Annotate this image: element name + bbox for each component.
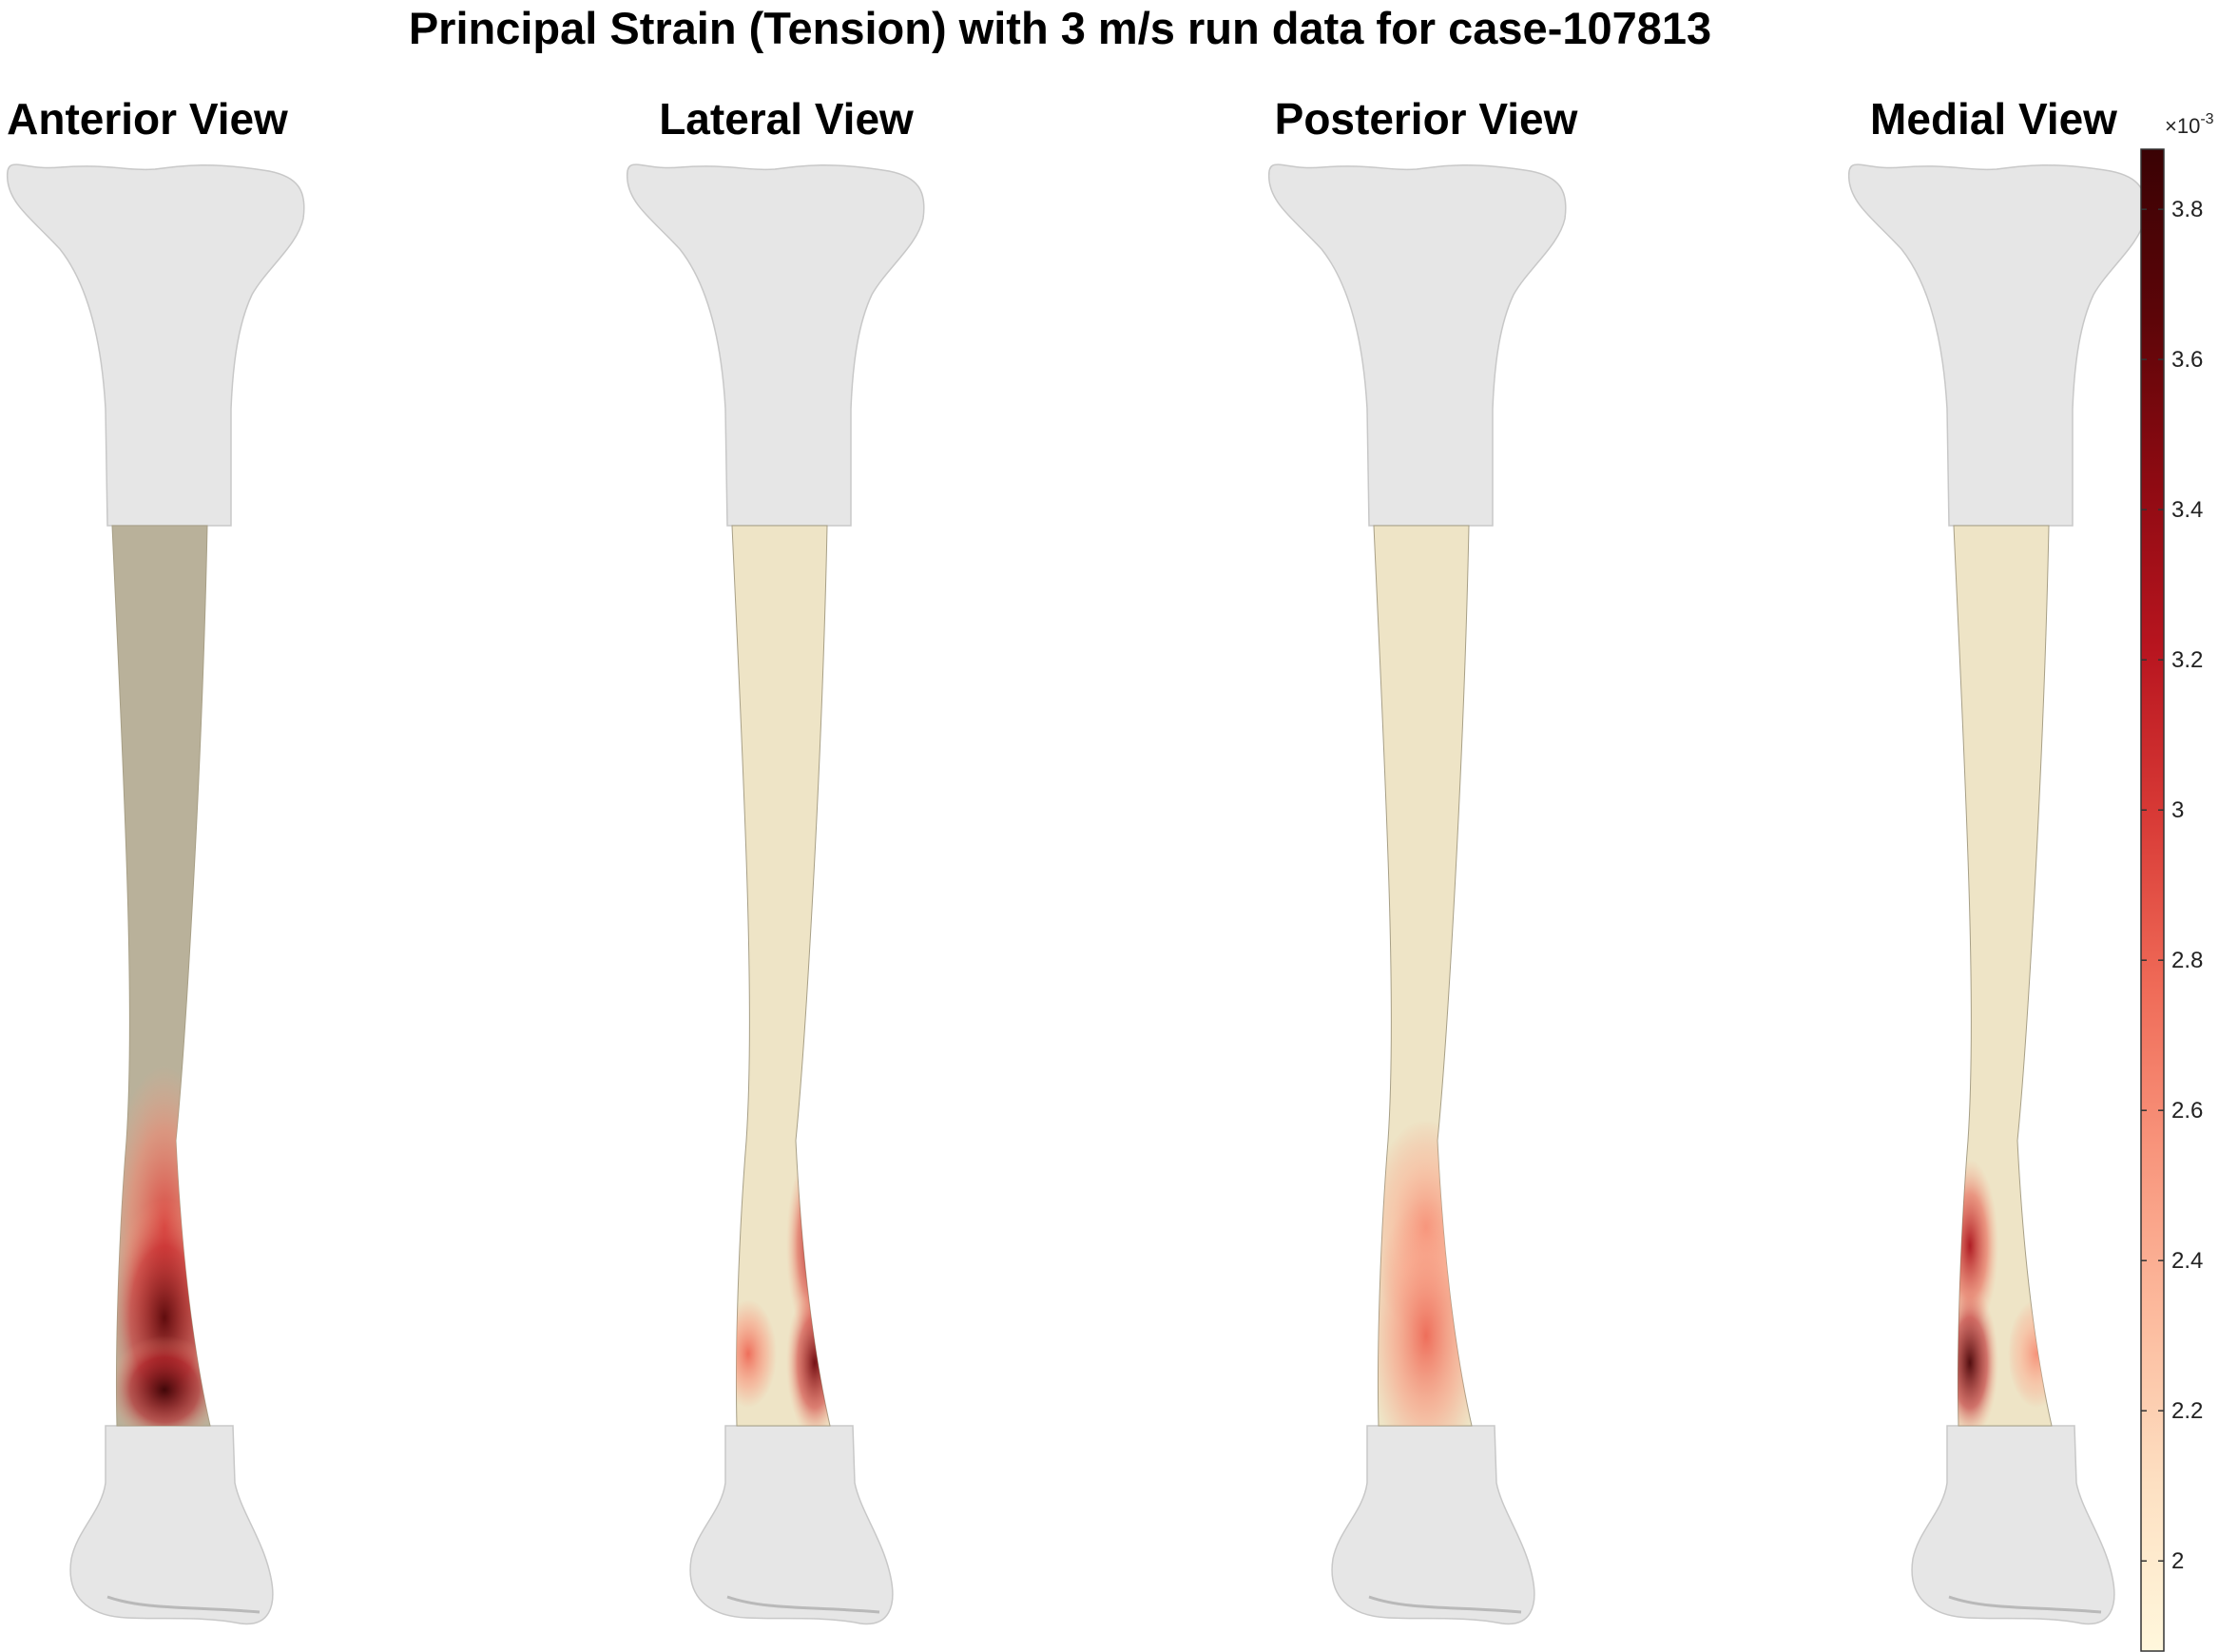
colorbar-tick-label: 2.4 [2171,1248,2203,1274]
tibia-distal-end [1331,1425,1535,1625]
view-title-lateral: Lateral View [659,94,914,144]
tibia-proximal-end [626,163,925,527]
view-title-medial: Medial View [1870,94,2117,144]
colorbar-tick-label: 3.4 [2171,497,2203,523]
view-title-posterior: Posterior View [1274,94,1578,144]
tibia-distal-end [1911,1425,2115,1625]
colorbar-tick-label: 2.6 [2171,1098,2203,1124]
colorbar-gradient [2140,148,2165,1652]
tibia-articular-edge [1948,1595,2102,1614]
tibia-view-2 [626,163,925,1625]
figure-title: Principal Strain (Tension) with 3 m/s ru… [408,3,1712,53]
view-title-anterior: Anterior View [7,94,288,144]
tibia-articular-edge [726,1595,880,1614]
tibia-shaft [731,525,831,1427]
strain-hotspot [732,1299,777,1409]
tibia-view-4 [1847,163,2147,1625]
tibia-distal-end [69,1425,274,1625]
colorbar-tick-label: 2.8 [2171,948,2203,973]
tibia-proximal-end [6,163,305,527]
colorbar-tick-label: 3.2 [2171,647,2203,673]
strain-hotspot [1954,1287,1998,1426]
tibia-proximal-end [1267,163,1567,527]
strain-hotspot [112,1335,210,1426]
tibia-articular-edge [106,1595,260,1614]
tibia-view-3 [1267,163,1567,1625]
colorbar-exponent-label: ×10-3 [2165,111,2214,138]
colorbar: ×10-3 2 2.2 2.4 2.6 2.8 3 3.2 3.4 3.6 3.8 [2140,111,2214,1652]
colorbar-tick-label: 3 [2171,797,2184,823]
colorbar-tick-label: 3.8 [2171,197,2203,222]
tibia-view-1 [6,163,305,1625]
strain-hotspot [786,1287,830,1426]
colorbar-tick-label: 2 [2171,1548,2184,1574]
tibia-distal-end [689,1425,894,1625]
colorbar-tick-label: 2.2 [2171,1398,2203,1424]
tibia-proximal-end [1847,163,2147,527]
tibia-articular-edge [1368,1595,1522,1614]
colorbar-tick-label: 3.6 [2171,347,2203,373]
strain-hotspot [2008,1299,2052,1409]
